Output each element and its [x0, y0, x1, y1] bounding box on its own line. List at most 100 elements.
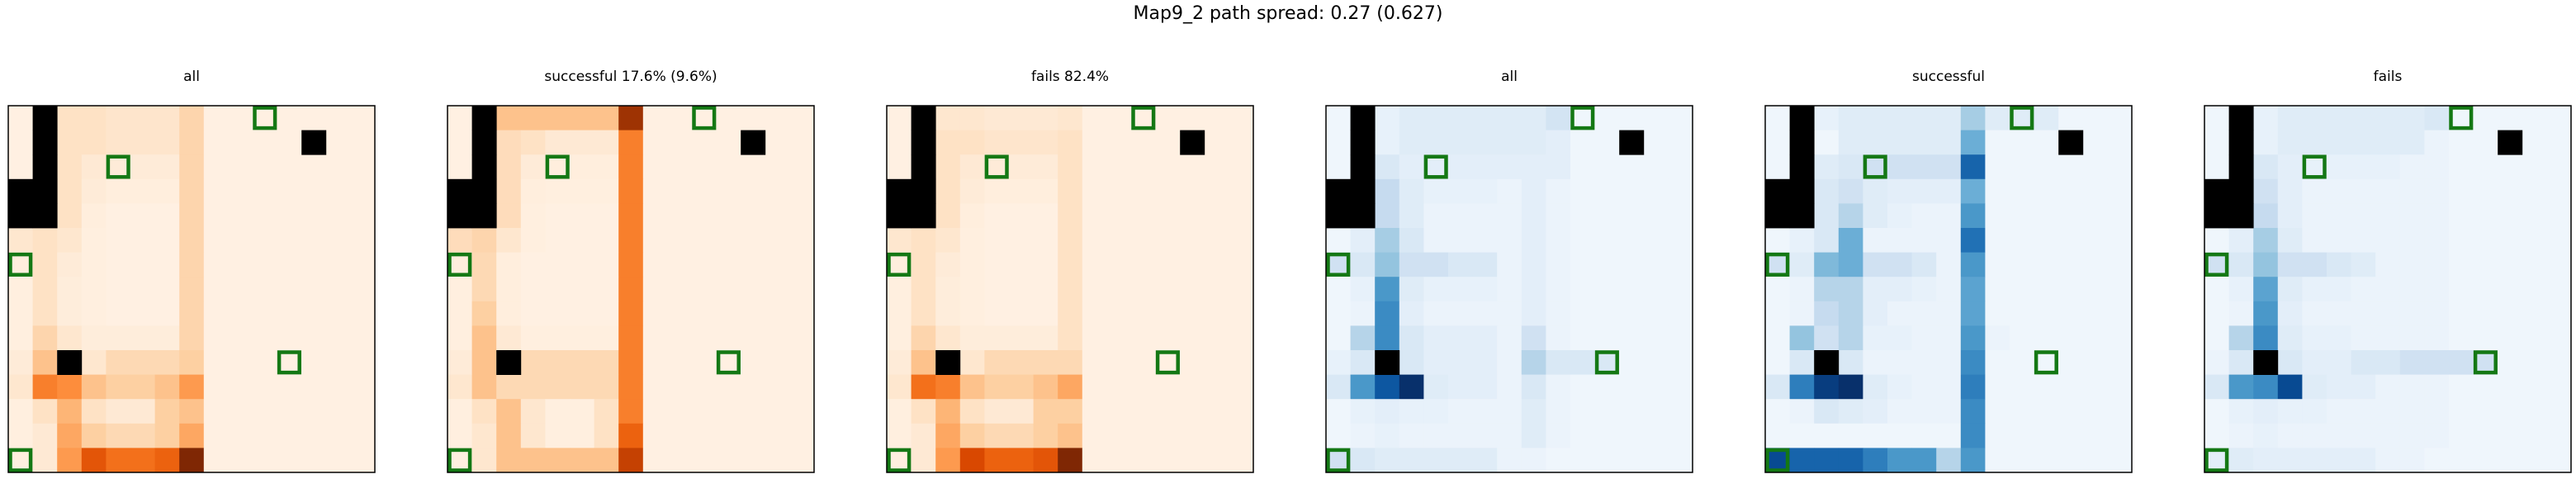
obstacle-cell: [32, 203, 58, 229]
heatmap-cell: [154, 325, 180, 351]
heatmap-cell: [447, 130, 472, 155]
heatmap-cell: [2107, 399, 2133, 424]
heatmap-cell: [2058, 448, 2084, 473]
heatmap-cell: [1668, 423, 1693, 448]
heatmap-cell: [667, 203, 693, 229]
heatmap-cell: [2546, 448, 2572, 473]
heatmap-cell: [2253, 228, 2279, 253]
heatmap-cell: [2228, 448, 2254, 473]
heatmap-cell: [1643, 252, 1669, 277]
panel-title: successful 17.6% (9.6%): [544, 69, 717, 85]
heatmap-cell: [1472, 252, 1498, 277]
heatmap-cell: [594, 277, 619, 302]
heatmap-cell: [179, 350, 205, 375]
heatmap-cell: [2034, 448, 2059, 473]
heatmap-cell: [1326, 228, 1351, 253]
heatmap-cell: [2399, 228, 2425, 253]
obstacle-cell: [2253, 350, 2279, 375]
heatmap-cell: [1887, 374, 1912, 400]
heatmap-cell: [81, 448, 107, 473]
heatmap-cell: [1009, 106, 1034, 130]
heatmap-cell: [2058, 423, 2084, 448]
heatmap-cell: [1887, 252, 1912, 277]
heatmap-cell: [1497, 350, 1522, 375]
heatmap-cell: [471, 228, 497, 253]
heatmap-cell: [935, 325, 961, 351]
heatmap-cell: [1472, 374, 1498, 400]
heatmap-cell: [1643, 374, 1669, 400]
heatmap-cell: [1155, 301, 1181, 326]
heatmap-cell: [520, 325, 546, 351]
heatmap-cell: [1082, 106, 1107, 130]
heatmap-cell: [594, 130, 619, 155]
heatmap-cell: [179, 106, 205, 130]
heatmap-cell: [350, 130, 376, 155]
heatmap-cell: [325, 350, 351, 375]
heatmap-cell: [1009, 203, 1034, 229]
heatmap-cell: [2107, 423, 2133, 448]
heatmap-cell: [887, 374, 912, 400]
heatmap-cell: [1668, 350, 1693, 375]
heatmap-cell: [2522, 399, 2547, 424]
heatmap-cell: [1521, 178, 1546, 204]
heatmap-cell: [2351, 154, 2376, 180]
heatmap-cell: [2082, 301, 2108, 326]
heatmap-cell: [1619, 325, 1645, 351]
heatmap-cell: [887, 399, 912, 424]
heatmap-cell: [741, 301, 766, 326]
heatmap-cell: [1643, 106, 1669, 130]
heatmap-cell: [1960, 350, 1986, 375]
heatmap-cell: [1399, 130, 1424, 155]
heatmap-cell: [2204, 325, 2229, 351]
heatmap-cell: [2522, 228, 2547, 253]
heatmap-cell: [277, 154, 302, 180]
heatmap-cell: [2327, 423, 2351, 448]
heatmap-cell: [1423, 228, 1449, 253]
heatmap-cell: [2253, 277, 2279, 302]
heatmap-cell: [2327, 106, 2351, 130]
heatmap-cell: [1180, 350, 1205, 375]
heatmap-cell: [2253, 203, 2279, 229]
heatmap-cell: [154, 448, 180, 473]
heatmap-cell: [935, 203, 961, 229]
heatmap-cell: [2302, 130, 2327, 155]
heatmap-cell: [130, 178, 155, 204]
axes-frame: [7, 105, 376, 473]
axes-frame: [1325, 105, 1693, 473]
heatmap-cell: [545, 178, 571, 204]
heatmap-cell: [1619, 374, 1645, 400]
heatmap-cell: [1350, 448, 1376, 473]
heatmap-cell: [2010, 399, 2034, 424]
heatmap-cell: [2107, 301, 2133, 326]
heatmap-cell: [154, 252, 180, 277]
axes-frame: [2204, 105, 2572, 473]
heatmap-cell: [1594, 399, 1620, 424]
heatmap-cell: [1472, 301, 1498, 326]
heatmap-cell: [911, 399, 936, 424]
heatmap-cell: [130, 228, 155, 253]
heatmap-cell: [1911, 228, 1937, 253]
heatmap-cell: [253, 203, 277, 229]
heatmap-cell: [2399, 423, 2425, 448]
heatmap-cell: [2449, 154, 2474, 180]
heatmap-cell: [1472, 228, 1498, 253]
heatmap-cell: [2228, 325, 2254, 351]
heatmap-cell: [789, 106, 815, 130]
heatmap-cell: [545, 374, 571, 400]
heatmap-cell: [1375, 154, 1400, 180]
heatmap-cell: [1765, 277, 1790, 302]
heatmap-cell: [1448, 203, 1473, 229]
heatmap-cell: [228, 374, 253, 400]
heatmap-cell: [2498, 374, 2523, 400]
obstacle-cell: [447, 178, 472, 204]
heatmap-panel-1: all: [7, 69, 376, 473]
heatmap-cell: [1985, 203, 2010, 229]
heatmap-cell: [1887, 448, 1912, 473]
heatmap-cell: [1423, 325, 1449, 351]
heatmap-cell: [1009, 130, 1034, 155]
heatmap-cell: [301, 448, 327, 473]
heatmap-cell: [1765, 228, 1790, 253]
heatmap-cell: [2204, 374, 2229, 400]
heatmap-cell: [1789, 252, 1815, 277]
heatmap-cell: [2522, 154, 2547, 180]
